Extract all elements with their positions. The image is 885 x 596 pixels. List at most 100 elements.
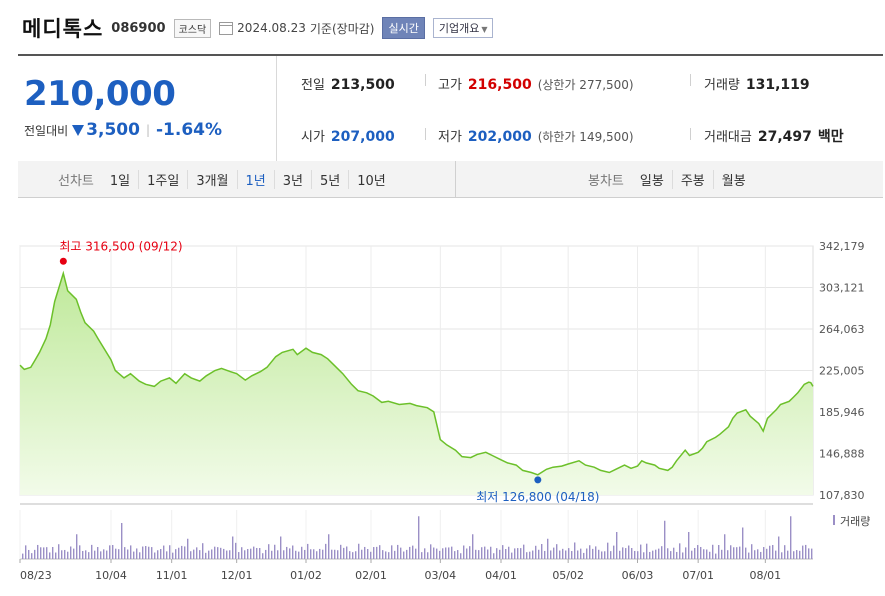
- volume-bar: [595, 546, 597, 559]
- upper-limit: (상한가 277,500): [537, 78, 634, 92]
- volume-bar: [742, 527, 744, 559]
- volume-bar: [748, 552, 750, 559]
- price-line: [19, 270, 814, 476]
- volume-value: 131,119: [745, 77, 810, 93]
- lower-limit: (하한가 149,500): [537, 130, 634, 144]
- volume-bar: [649, 551, 651, 559]
- volume-bar: [619, 550, 621, 559]
- period-3m[interactable]: 3개월: [187, 169, 236, 189]
- volume-bar: [805, 544, 807, 559]
- volume-bar: [700, 546, 702, 559]
- x-tick-label: 05/02: [552, 569, 584, 582]
- volume-bar: [691, 550, 693, 559]
- volume-bar: [808, 548, 810, 559]
- volume-bar: [100, 551, 102, 559]
- volume-bar: [397, 544, 399, 559]
- candle-daily[interactable]: 일봉: [639, 173, 664, 189]
- candle-chart-title: 봉차트: [588, 173, 624, 189]
- volume-bar: [214, 546, 216, 559]
- volume-bar: [370, 551, 372, 559]
- candle-weekly[interactable]: 주봉: [671, 169, 713, 189]
- period-3y[interactable]: 3년: [273, 169, 311, 189]
- volume-bar: [163, 545, 165, 559]
- volume-bar: [142, 546, 144, 559]
- volume-bar: [118, 549, 120, 559]
- volume-bar: [472, 534, 474, 559]
- open-value: 207,000: [330, 129, 395, 145]
- volume-bar: [697, 545, 699, 559]
- x-tick-label: 06/03: [622, 569, 654, 582]
- volume-bar: [487, 549, 489, 559]
- volume-bar: [634, 550, 636, 559]
- volume-bar: [790, 516, 792, 559]
- market-badge: 코스닥: [173, 18, 212, 38]
- period-10y[interactable]: 10년: [348, 169, 394, 189]
- volume-bar: [244, 550, 246, 559]
- volume-bar: [559, 550, 561, 559]
- prev-close-value: 213,500: [330, 77, 395, 93]
- volume-bar: [730, 545, 732, 559]
- volume-bar: [145, 546, 147, 559]
- current-price-box: 210,000 전일대비 3,500 | -1.64%: [18, 56, 277, 163]
- volume-bar: [517, 548, 519, 559]
- volume-bar: [706, 549, 708, 559]
- volume-bar: [31, 553, 33, 559]
- open-label: 시가: [301, 130, 325, 145]
- volume-bar: [376, 546, 378, 559]
- volume-bar: [94, 550, 96, 559]
- volume-bar: [508, 546, 510, 559]
- volume-bar: [400, 547, 402, 559]
- candle-chart-periods: 봉차트 일봉 주봉 월봉: [588, 161, 754, 197]
- period-1y[interactable]: 1년: [236, 169, 274, 189]
- volume-bar: [427, 552, 429, 559]
- period-1d[interactable]: 1일: [109, 173, 131, 189]
- volume-bar: [364, 546, 366, 559]
- volume-bar: [88, 552, 90, 559]
- volume-bar: [151, 547, 153, 559]
- volume-bar: [190, 551, 192, 559]
- x-tick-label: 07/01: [682, 569, 714, 582]
- volume-bar: [781, 552, 783, 559]
- volume-bar: [502, 545, 504, 559]
- volume-bar: [613, 545, 615, 559]
- period-1w[interactable]: 1주일: [138, 169, 187, 189]
- volume-bar: [679, 543, 681, 559]
- current-price: 210,000: [24, 74, 176, 114]
- volume-bar: [505, 549, 507, 559]
- volume-bar: [583, 552, 585, 559]
- volume-bar: [538, 549, 540, 559]
- volume-bar: [106, 550, 108, 559]
- realtime-button[interactable]: 실시간: [382, 17, 425, 39]
- volume-bar: [715, 553, 717, 559]
- volume-bar: [325, 543, 327, 559]
- volume-bar: [127, 549, 129, 559]
- volume-bar: [340, 544, 342, 559]
- volume-bar: [574, 542, 576, 559]
- volume-bar: [571, 551, 573, 559]
- volume-bar: [337, 550, 339, 559]
- volume-bar: [319, 548, 321, 559]
- volume-legend-swatch: [833, 515, 835, 525]
- volume-bar: [688, 532, 690, 559]
- volume-bar: [418, 516, 420, 559]
- candle-monthly[interactable]: 월봉: [712, 169, 754, 189]
- stock-code: 086900: [111, 20, 166, 36]
- volume-bar: [73, 548, 75, 559]
- volume-bar: [484, 546, 486, 559]
- volume-bar: [499, 549, 501, 559]
- volume-bar: [43, 547, 45, 559]
- low-marker: [534, 476, 542, 484]
- y-tick-label: 342,179: [819, 240, 865, 253]
- volume-bar: [469, 546, 471, 559]
- company-info-dropdown[interactable]: 기업개요 ▼: [432, 18, 494, 38]
- volume-bar: [772, 544, 774, 559]
- volume-bar: [247, 549, 249, 559]
- period-5y[interactable]: 5년: [311, 169, 348, 189]
- volume-bar: [274, 544, 276, 559]
- volume-bar: [181, 545, 183, 559]
- volume-bar: [136, 548, 138, 559]
- volume-bar: [637, 551, 639, 559]
- volume-bar: [331, 549, 333, 559]
- volume-bar: [388, 552, 390, 559]
- x-tick-label: 10/04: [95, 569, 127, 582]
